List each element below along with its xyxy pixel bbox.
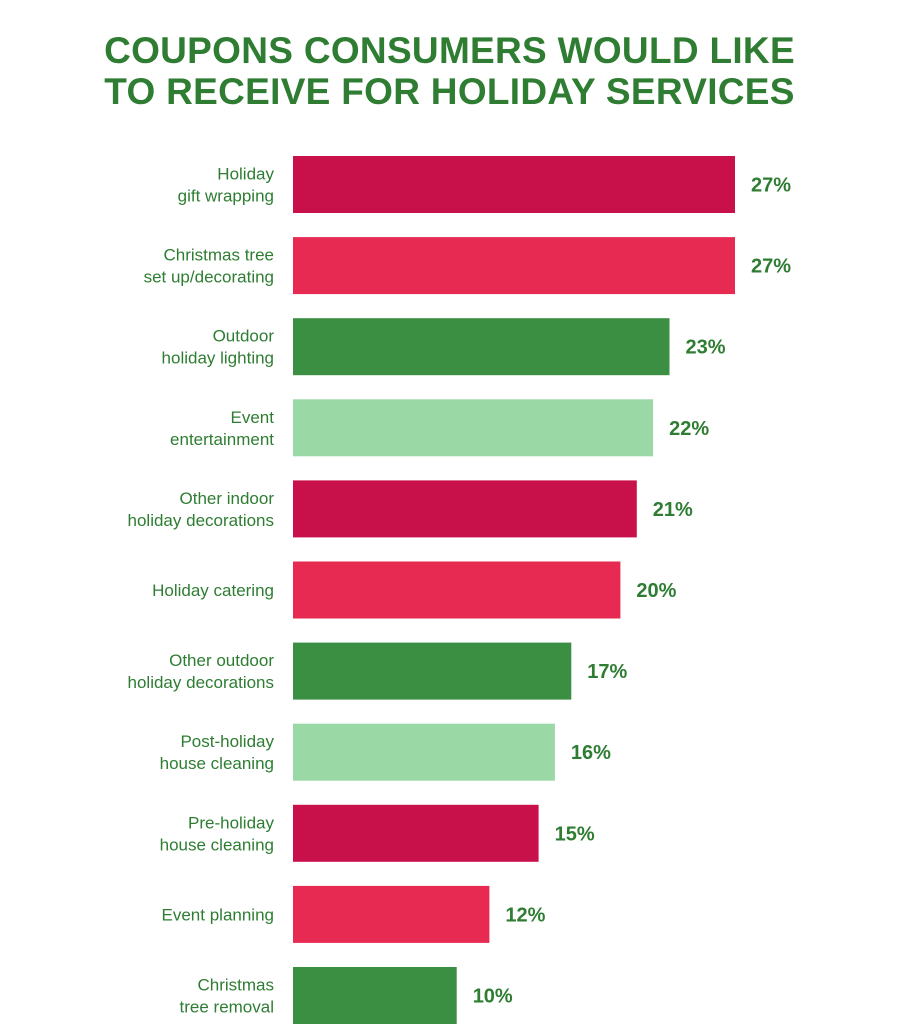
chart-title-line-1: COUPONS CONSUMERS WOULD LIKE xyxy=(104,30,795,71)
category-label-4-line-0: Other indoor xyxy=(180,489,275,508)
category-label-1-line-0: Christmas tree xyxy=(163,246,274,265)
category-label-0-line-0: Holiday xyxy=(217,165,274,184)
value-label-8: 15% xyxy=(555,823,595,845)
bar-7 xyxy=(293,723,555,781)
category-label-2-line-0: Outdoor xyxy=(213,327,275,346)
value-label-7: 16% xyxy=(571,742,611,764)
category-label-10-line-0: Christmas xyxy=(197,976,274,995)
chart-title-line-2: TO RECEIVE FOR HOLIDAY SERVICES xyxy=(104,71,795,112)
value-label-9: 12% xyxy=(505,904,545,926)
value-label-4: 21% xyxy=(653,499,693,521)
bar-10 xyxy=(293,967,457,1024)
category-label-8-line-1: house cleaning xyxy=(160,835,274,854)
category-label-3-line-0: Event xyxy=(231,408,275,427)
value-label-10: 10% xyxy=(473,986,513,1008)
category-label-10-line-1: tree removal xyxy=(180,998,274,1017)
bar-9 xyxy=(293,885,490,943)
chart-title: COUPONS CONSUMERS WOULD LIKE TO RECEIVE … xyxy=(0,30,899,112)
value-label-1: 27% xyxy=(751,256,791,278)
bar-0 xyxy=(293,156,735,213)
value-label-0: 27% xyxy=(751,175,791,197)
category-label-0-line-1: gift wrapping xyxy=(178,187,274,206)
category-label-5: Holiday catering xyxy=(152,581,274,600)
value-label-5: 20% xyxy=(636,580,676,602)
bar-1 xyxy=(293,237,735,295)
bar-6 xyxy=(293,642,572,700)
category-label-7-line-0: Post-holiday xyxy=(180,732,274,751)
category-label-6-line-1: holiday decorations xyxy=(128,673,274,692)
bar-5 xyxy=(293,561,621,619)
category-label-7-line-1: house cleaning xyxy=(160,754,274,773)
bar-2 xyxy=(293,318,670,376)
category-label-8-line-0: Pre-holiday xyxy=(188,813,274,832)
category-label-1-line-1: set up/decorating xyxy=(144,268,274,287)
category-label-2-line-1: holiday lighting xyxy=(162,349,274,368)
value-label-3: 22% xyxy=(669,418,709,440)
bar-4 xyxy=(293,480,637,538)
value-label-2: 23% xyxy=(686,337,726,359)
bar-3 xyxy=(293,399,654,457)
category-label-6-line-0: Other outdoor xyxy=(169,651,274,670)
category-label-9: Event planning xyxy=(162,905,274,924)
category-label-4-line-1: holiday decorations xyxy=(128,511,274,530)
category-label-3-line-1: entertainment xyxy=(170,430,274,449)
value-label-6: 17% xyxy=(587,661,627,683)
bar-8 xyxy=(293,804,539,862)
